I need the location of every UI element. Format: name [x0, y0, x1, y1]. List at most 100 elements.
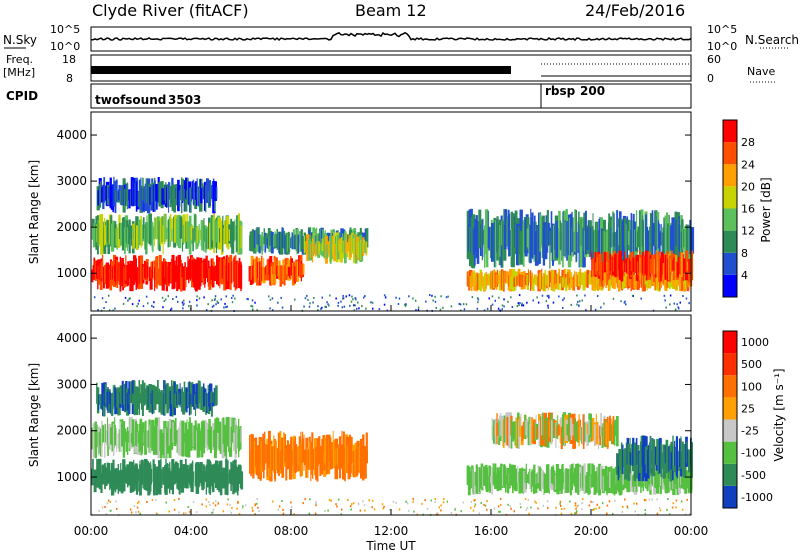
velocity-cell — [127, 427, 129, 455]
velocity-cell — [310, 441, 312, 482]
power-cell — [608, 213, 611, 246]
power-cell — [545, 300, 548, 303]
velocity-cell — [674, 440, 676, 466]
power-cell — [280, 296, 282, 299]
velocity-cell — [111, 392, 113, 410]
power-cell — [277, 301, 279, 304]
power-cell — [604, 254, 607, 273]
power-cell — [165, 213, 167, 240]
power-cell — [679, 301, 681, 304]
power-cell — [135, 258, 137, 290]
power-cell — [184, 216, 186, 239]
power-cell — [174, 185, 177, 204]
velocity-cell — [472, 509, 475, 512]
velocity-cell — [121, 419, 124, 447]
power-cell — [488, 297, 490, 300]
velocity-colorbar-tick: 25 — [741, 402, 755, 415]
velocity-cell — [149, 384, 152, 411]
velocity-cell — [215, 500, 217, 503]
velocity-heatmap-cells — [91, 380, 693, 517]
power-cell — [616, 210, 619, 256]
power-cell — [288, 267, 291, 278]
power-cell — [664, 215, 667, 264]
power-cell — [217, 257, 221, 286]
velocity-cell — [110, 509, 113, 512]
power-cell — [395, 296, 397, 299]
power-cell — [577, 300, 579, 303]
power-cell — [104, 185, 107, 201]
velocity-cell — [566, 424, 569, 436]
power-cell — [182, 307, 184, 310]
velocity-cell — [462, 501, 464, 504]
velocity-cell — [446, 500, 449, 503]
power-cell — [291, 232, 294, 250]
velocity-cell — [630, 470, 632, 489]
power-cell — [494, 220, 497, 268]
power-cell — [661, 253, 665, 272]
power-cell — [203, 218, 205, 252]
power-cell — [364, 242, 366, 253]
velocity-cell — [205, 505, 208, 508]
velocity-cell — [581, 508, 583, 511]
power-cell — [565, 277, 568, 292]
power-cell — [152, 306, 155, 308]
power-cell — [217, 258, 219, 280]
velocity-cell — [648, 498, 651, 501]
velocity-cell — [537, 507, 539, 510]
power-cell — [644, 272, 646, 285]
power-cell — [364, 295, 366, 297]
velocity-cell — [183, 433, 186, 443]
power-cell — [192, 228, 194, 252]
power-cell — [129, 225, 132, 239]
velocity-cell — [661, 473, 663, 489]
power-cell — [175, 184, 178, 206]
power-cell — [165, 298, 167, 301]
velocity-cell — [284, 434, 286, 462]
velocity-cell — [357, 442, 360, 473]
velocity-cell — [195, 392, 197, 416]
velocity-cell — [408, 509, 410, 512]
power-cell — [314, 244, 317, 257]
velocity-cell — [139, 393, 141, 403]
power-cell — [142, 177, 144, 201]
velocity-cell — [212, 392, 215, 403]
power-cell — [682, 275, 686, 292]
power-cell — [563, 275, 565, 284]
power-cell — [128, 189, 131, 209]
velocity-cell — [115, 500, 117, 503]
velocity-cell — [673, 465, 675, 491]
power-cell — [592, 276, 595, 291]
velocity-cell — [156, 426, 159, 444]
velocity-cell — [196, 463, 198, 485]
power-cell — [365, 307, 367, 310]
power-cell — [340, 237, 343, 263]
power-cell — [210, 182, 212, 202]
power-cell — [198, 224, 200, 244]
velocity-cell — [308, 512, 311, 515]
power-cell — [627, 254, 630, 276]
power-cell — [229, 255, 232, 290]
velocity-cell — [282, 509, 284, 511]
power-cell — [195, 214, 197, 250]
power-cell — [594, 276, 598, 290]
velocity-cell — [290, 501, 292, 504]
power-cell — [93, 267, 96, 280]
velocity-cell — [613, 475, 616, 496]
power-cell — [154, 267, 156, 292]
power-colorbar-tick: 28 — [741, 136, 755, 149]
velocity-cell — [440, 509, 442, 512]
power-cell — [503, 305, 505, 308]
power-cell — [306, 294, 308, 297]
power-cell — [121, 185, 124, 206]
velocity-cell — [157, 380, 159, 404]
power-cell — [303, 305, 305, 308]
velocity-cell — [656, 512, 659, 515]
power-cell — [231, 297, 233, 299]
power-cell — [270, 266, 275, 285]
power-cell — [612, 297, 615, 300]
power-cell — [349, 304, 351, 307]
velocity-cell — [178, 471, 181, 495]
power-cell — [118, 185, 121, 201]
power-cell — [101, 297, 104, 300]
power-cell — [225, 295, 227, 298]
